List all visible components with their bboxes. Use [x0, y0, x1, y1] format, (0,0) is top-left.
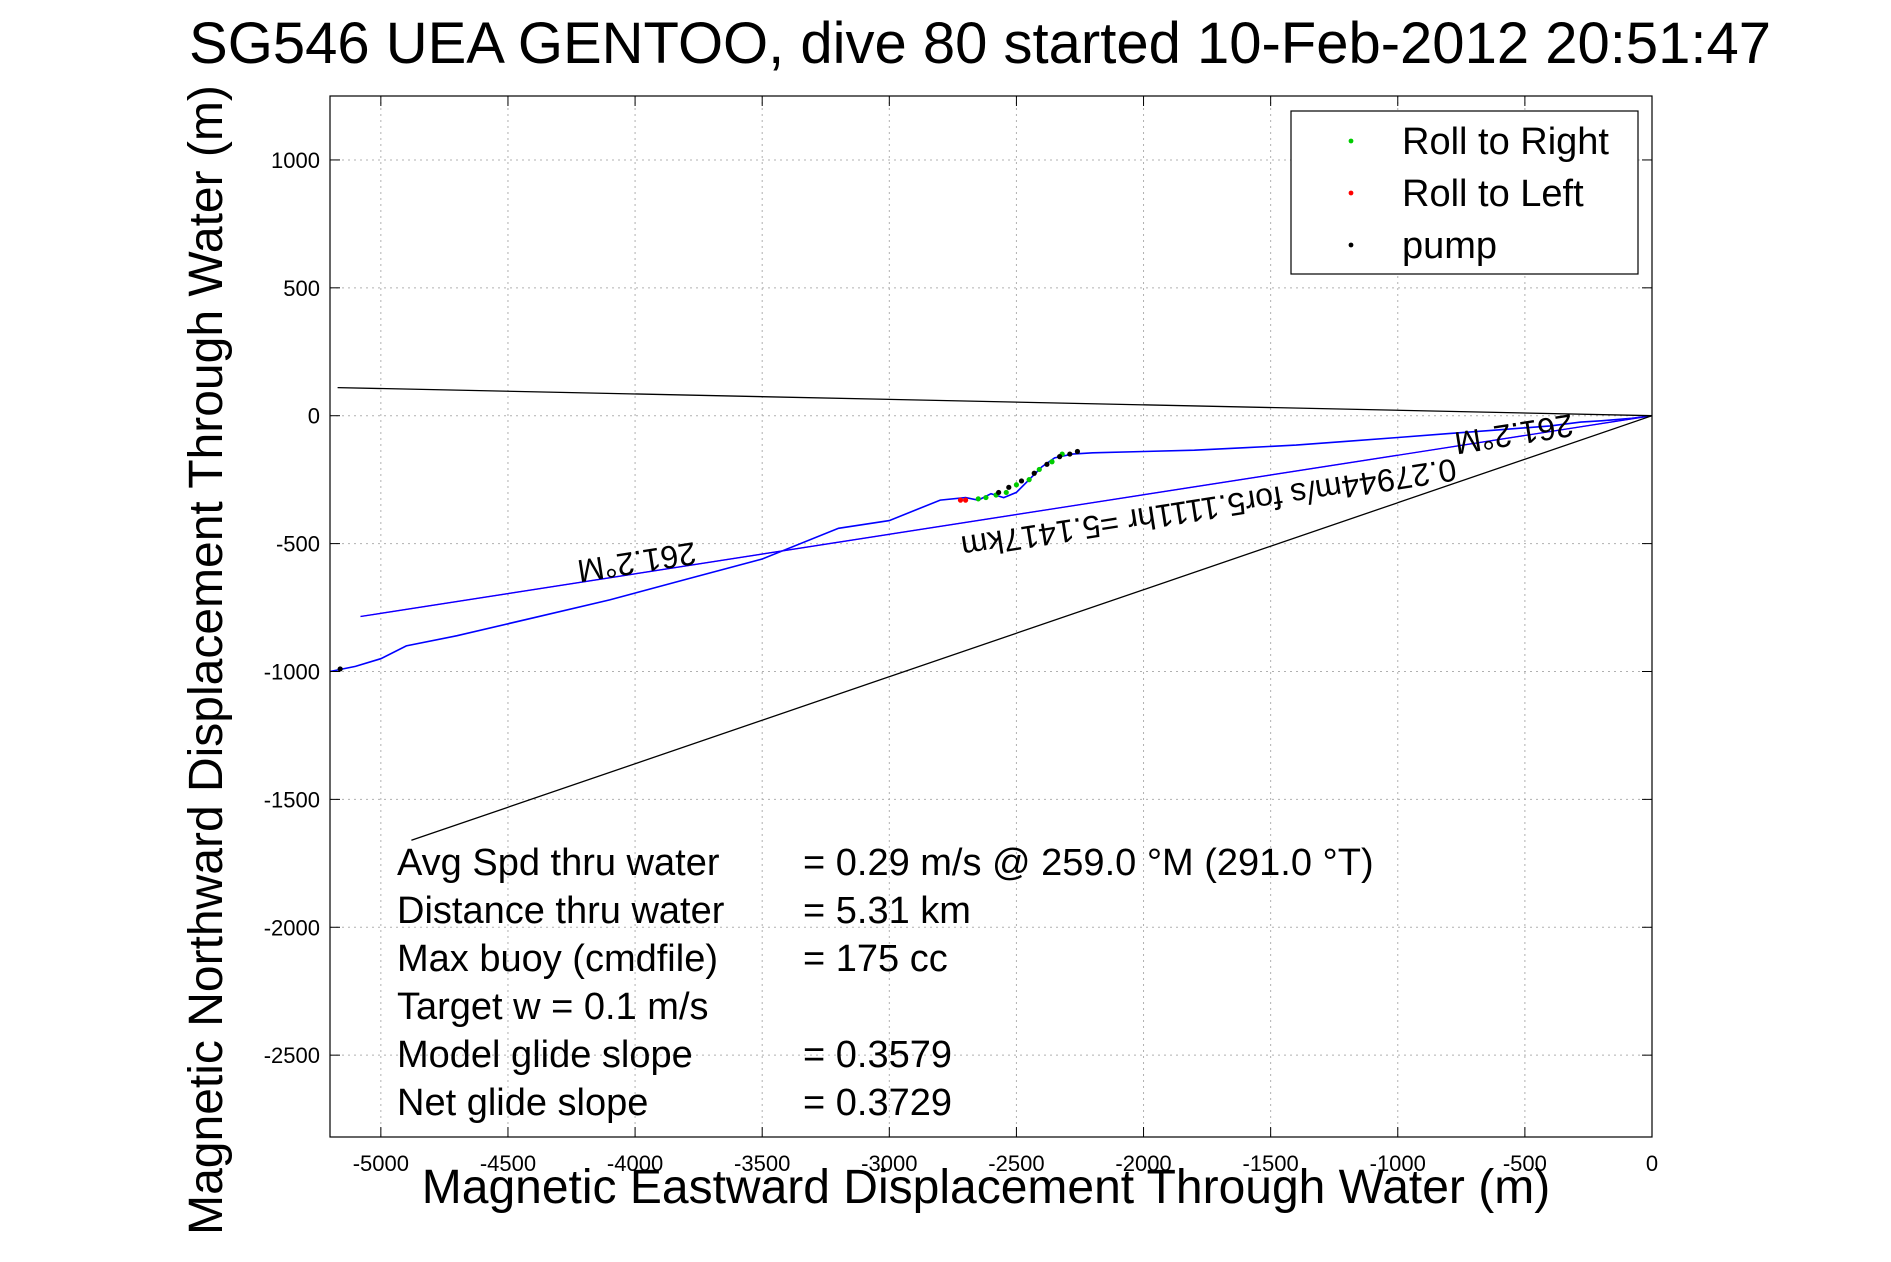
stat-value: = 175 cc [803, 938, 948, 980]
y-axis-label: Magnetic Northward Displacement Through … [180, 85, 233, 1235]
legend-label: pump [1402, 225, 1497, 267]
roll-right-point [975, 496, 981, 502]
pump-point [337, 666, 343, 672]
pump-point [1018, 478, 1025, 484]
legend-label: Roll to Right [1402, 121, 1609, 163]
stat-label: Model glide slope [397, 1034, 693, 1076]
legend: Roll to Right Roll to Left pump [1290, 110, 1639, 275]
x-tick-label: -2500 [988, 1151, 1044, 1176]
y-tick-label: -1000 [264, 659, 320, 684]
x-tick-label: -2000 [1115, 1151, 1171, 1176]
x-tick-label: 0 [1646, 1151, 1658, 1176]
stat-label: Avg Spd thru water [397, 842, 720, 884]
roll-right-point [1026, 477, 1032, 483]
x-tick-label: -4000 [607, 1151, 663, 1176]
x-tick-label: -4500 [480, 1151, 536, 1176]
y-tick-label: -2000 [264, 915, 320, 940]
series-line-4 [411, 415, 1653, 841]
stat-value: = 0.3729 [803, 1082, 952, 1124]
x-tick-label: -3500 [734, 1151, 790, 1176]
x-tick-label: -500 [1503, 1151, 1547, 1176]
roll-left-point [962, 497, 969, 503]
stat-label: Max buoy (cmdfile) [397, 938, 718, 980]
stat-value: = 0.3579 [803, 1034, 952, 1076]
legend-marker [1348, 242, 1354, 248]
pump-point [1006, 484, 1012, 490]
pump-point [1031, 470, 1037, 476]
roll-right-point [1036, 466, 1042, 473]
y-tick-label: 500 [283, 276, 320, 301]
chart-title: SG546 UEA GENTOO, dive 80 started 10-Feb… [189, 11, 1771, 76]
marker-layer [337, 448, 1081, 672]
y-tick-label: 1000 [271, 148, 320, 173]
x-axis-label: Magnetic Eastward Displacement Through W… [422, 1161, 1550, 1214]
series-line-3 [337, 386, 1653, 417]
stat-value: = 0.29 m/s @ 259.0 °M (291.0 °T) [803, 842, 1374, 884]
y-tick-label: 0 [308, 404, 320, 429]
stat-value: = 5.31 km [803, 890, 971, 932]
pump-point [1044, 461, 1050, 467]
stat-label: Target w = 0.1 m/s [397, 986, 709, 1028]
plot-border [329, 95, 1653, 1138]
roll-right-point [1013, 482, 1020, 488]
pump-point [1074, 448, 1081, 455]
legend-marker [1348, 190, 1354, 196]
legend-marker [1348, 138, 1354, 144]
legend-label: Roll to Left [1402, 173, 1584, 215]
x-tick-label: -1500 [1243, 1151, 1299, 1176]
plot-frame [329, 95, 1653, 1138]
roll-right-point [983, 494, 989, 501]
x-tick-label: -3000 [861, 1151, 917, 1176]
grid [330, 96, 1653, 1137]
roll-left-point [957, 497, 964, 503]
ticks: -5000 -4500 -4000 -3500 -3000 -2500 -2000 -1500… [264, 96, 1658, 1176]
y-tick-label: -1500 [264, 787, 320, 812]
pump-point [1057, 454, 1063, 460]
pump-point [1067, 451, 1073, 457]
x-tick-label: -5000 [353, 1151, 409, 1176]
roll-right-point [1003, 489, 1009, 496]
stat-label: Net glide slope [397, 1082, 648, 1124]
pump-point [996, 489, 1002, 496]
stats-box: Avg Spd thru water = 0.29 m/s @ 259.0 °M … [397, 842, 1374, 1124]
series-line-2 [360, 415, 1653, 618]
roll-right-point [1049, 459, 1055, 465]
x-tick-label: -1000 [1370, 1151, 1426, 1176]
stat-label: Distance thru water [397, 890, 725, 932]
y-tick-label: -2500 [264, 1043, 320, 1068]
y-tick-label: -500 [276, 532, 320, 557]
